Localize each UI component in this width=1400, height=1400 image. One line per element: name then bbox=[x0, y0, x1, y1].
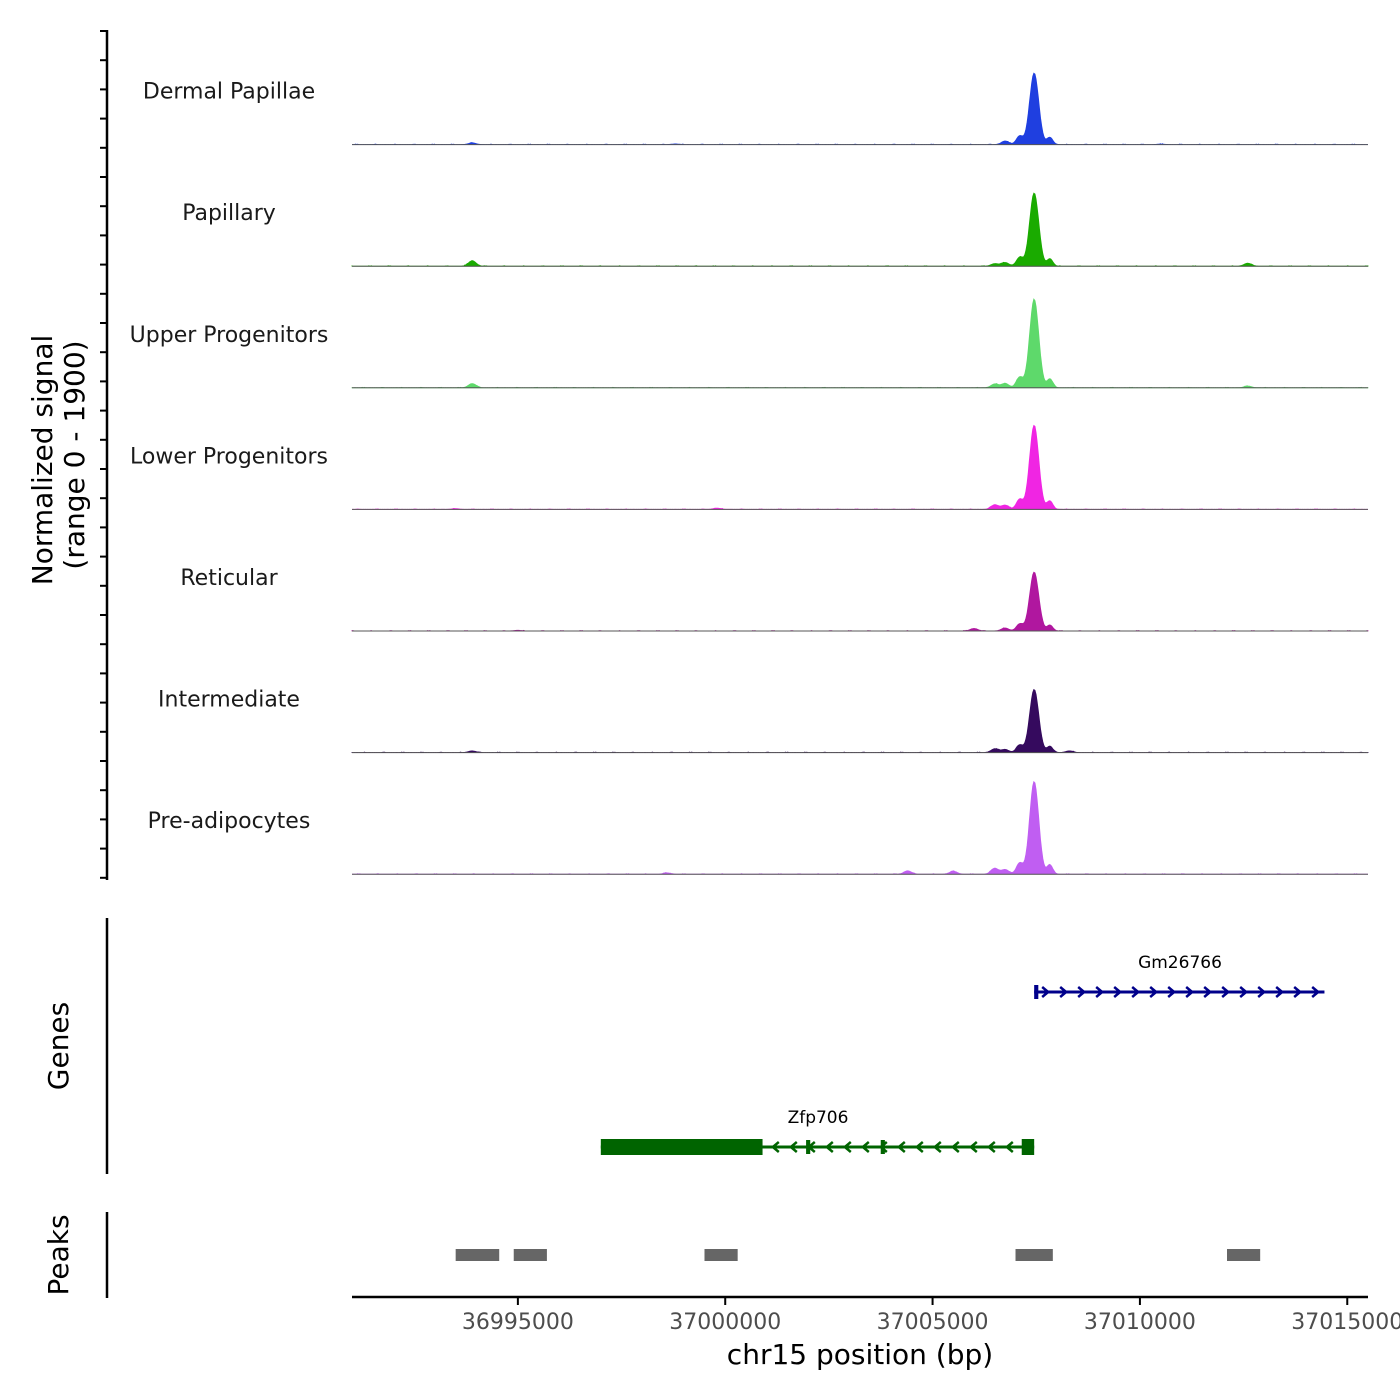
peak-region bbox=[513, 1249, 547, 1261]
coverage-y-axis-title: Normalized signal bbox=[26, 335, 59, 586]
exon bbox=[806, 1140, 811, 1154]
strand-arrow bbox=[1077, 986, 1087, 998]
strand-arrow bbox=[968, 1141, 978, 1153]
track-intermediate: Intermediate bbox=[158, 688, 1369, 754]
strand-arrow bbox=[932, 1141, 942, 1153]
track-lower-progenitors: Lower Progenitors bbox=[130, 424, 1369, 510]
exon bbox=[880, 1140, 885, 1154]
strand-arrow bbox=[1203, 986, 1213, 998]
genes-panel-title: Genes bbox=[42, 1002, 75, 1090]
exon bbox=[600, 1139, 763, 1155]
strand-arrow bbox=[914, 1141, 924, 1153]
strand-arrow bbox=[1239, 986, 1249, 998]
track-label: Lower Progenitors bbox=[130, 444, 328, 469]
gene-gm26766: Gm26766 bbox=[1034, 953, 1325, 999]
strand-arrow bbox=[1131, 986, 1141, 998]
track-label: Reticular bbox=[180, 566, 278, 591]
peak-region bbox=[1227, 1249, 1261, 1261]
strand-arrow bbox=[842, 1141, 852, 1153]
signal-area bbox=[351, 192, 1369, 267]
peak-region bbox=[455, 1249, 500, 1261]
track-label: Pre-adipocytes bbox=[148, 809, 311, 834]
strand-arrow bbox=[896, 1141, 906, 1153]
track-label: Upper Progenitors bbox=[130, 323, 329, 348]
strand-arrow bbox=[770, 1141, 780, 1153]
track-reticular: Reticular bbox=[180, 566, 1369, 632]
x-axis-ticks: 36995000 37000000 37005000 37010000 37015000 bbox=[462, 1297, 1400, 1335]
strand-arrow bbox=[1059, 986, 1069, 998]
strand-arrow bbox=[986, 1141, 996, 1153]
x-tick-label: 37015000 bbox=[1291, 1310, 1400, 1335]
coverage-y-axis-range: (range 0 - 1900) bbox=[58, 340, 91, 569]
signal-area bbox=[351, 688, 1369, 754]
strand-arrow bbox=[824, 1141, 834, 1153]
signal-area bbox=[351, 424, 1369, 510]
strand-arrow bbox=[788, 1141, 798, 1153]
track-pre-adipocytes: Pre-adipocytes bbox=[148, 780, 1369, 875]
signal-area bbox=[351, 298, 1369, 389]
gene-label: Zfp706 bbox=[788, 1108, 849, 1128]
strand-arrow bbox=[1149, 986, 1159, 998]
exon bbox=[1034, 985, 1039, 999]
track-label: Dermal Papillae bbox=[143, 80, 315, 105]
strand-arrow bbox=[1311, 986, 1321, 998]
strand-arrow bbox=[1004, 1141, 1014, 1153]
track-label: Papillary bbox=[182, 201, 276, 226]
track-papillary: Papillary bbox=[182, 192, 1369, 267]
x-tick-label: 37005000 bbox=[877, 1310, 989, 1335]
strand-arrow bbox=[950, 1141, 960, 1153]
peaks-panel-title: Peaks bbox=[42, 1214, 75, 1295]
strand-arrow bbox=[1095, 986, 1105, 998]
x-tick-label: 37010000 bbox=[1084, 1310, 1196, 1335]
track-dermal-papillae: Dermal Papillae bbox=[143, 72, 1369, 146]
strand-arrow bbox=[1275, 986, 1285, 998]
signal-area bbox=[351, 571, 1369, 632]
strand-arrow bbox=[1221, 986, 1231, 998]
gene-annotations: Gm26766 Zfp706 bbox=[600, 953, 1325, 1155]
x-axis-title: chr15 position (bp) bbox=[727, 1338, 993, 1371]
x-tick-label: 36995000 bbox=[462, 1310, 574, 1335]
signal-area bbox=[351, 72, 1369, 146]
strand-arrow bbox=[1293, 986, 1303, 998]
peak-region bbox=[1015, 1249, 1053, 1261]
gene-zfp706: Zfp706 bbox=[600, 1108, 1035, 1155]
peak-region bbox=[704, 1249, 738, 1261]
exon bbox=[1021, 1139, 1035, 1155]
track-label: Intermediate bbox=[158, 688, 300, 713]
track-upper-progenitors: Upper Progenitors bbox=[130, 298, 1369, 389]
peak-regions bbox=[455, 1249, 1261, 1261]
signal-area bbox=[351, 780, 1369, 875]
strand-arrow bbox=[1257, 986, 1267, 998]
coverage-tracks: Dermal Papillae Papillary Upper Progenitor… bbox=[130, 72, 1369, 875]
gene-label: Gm26766 bbox=[1138, 953, 1222, 973]
strand-arrow bbox=[1167, 986, 1177, 998]
strand-arrow bbox=[1113, 986, 1123, 998]
strand-arrow bbox=[1185, 986, 1195, 998]
strand-arrow bbox=[1041, 986, 1051, 998]
x-tick-label: 37000000 bbox=[669, 1310, 781, 1335]
strand-arrow bbox=[860, 1141, 870, 1153]
coverage-y-ticks bbox=[100, 30, 107, 879]
